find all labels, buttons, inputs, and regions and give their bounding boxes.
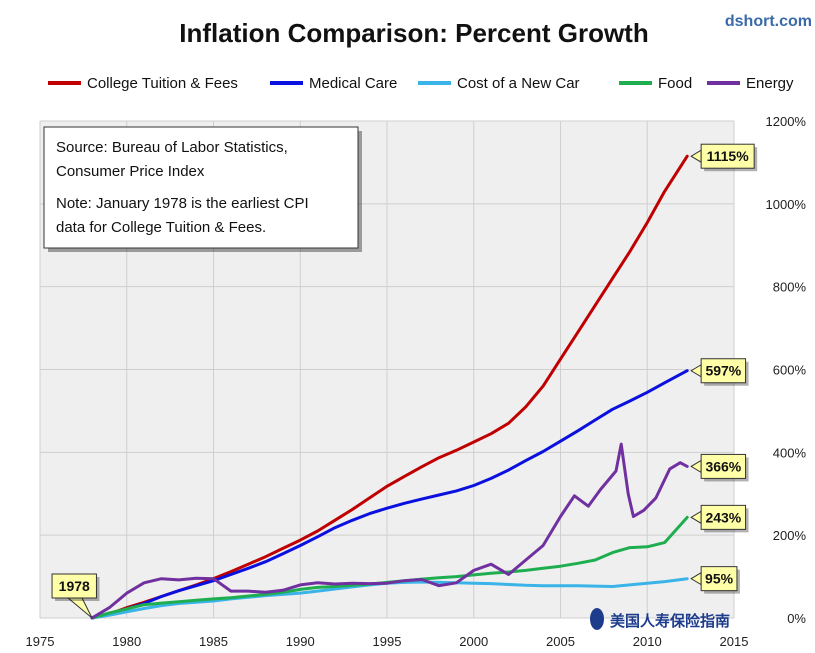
- x-tick-label: 1985: [199, 634, 228, 649]
- y-tick-label: 600%: [773, 363, 807, 378]
- callout-box: [700, 566, 738, 592]
- value-callouts: 1115% 597% 366% 243% 95% 1978: [51, 143, 758, 619]
- y-tick-label: 400%: [773, 445, 807, 460]
- y-tick-label: 1000%: [766, 197, 807, 212]
- note-line-2: Consumer Price Index: [56, 163, 205, 180]
- series-group: [90, 154, 689, 620]
- x-tick-label: 2015: [720, 634, 749, 649]
- callout-box: [700, 143, 755, 169]
- callout-box: [700, 453, 747, 479]
- x-tick-label: 1975: [26, 634, 55, 649]
- callout-box: [700, 504, 747, 530]
- callout-label: 243%: [705, 509, 741, 525]
- series-line: [90, 442, 689, 620]
- legend-entry: Energy: [746, 75, 794, 92]
- source-site-label: dshort.com: [725, 13, 812, 30]
- legend-entry: College Tuition & Fees: [87, 75, 238, 92]
- x-axis: 1975 1980 1985 1990 1995 2000 2005 2010 2015: [26, 634, 749, 649]
- callout-box: [51, 573, 97, 599]
- y-axis: 0% 200% 400% 600% 800% 1000% 1200%: [766, 114, 807, 626]
- x-tick-label: 2000: [459, 634, 488, 649]
- callout-label: 95%: [705, 571, 734, 587]
- series-line: [90, 369, 689, 620]
- note-line-1: Source: Bureau of Labor Statistics,: [56, 139, 288, 156]
- legend-entry: Food: [658, 75, 692, 92]
- x-tick-label: 1990: [286, 634, 315, 649]
- y-tick-label: 800%: [773, 280, 807, 295]
- x-tick-label: 1980: [112, 634, 141, 649]
- y-tick-label: 0%: [787, 611, 806, 626]
- callout-label: 366%: [705, 458, 741, 474]
- legend-entry: Cost of a New Car: [457, 75, 580, 92]
- chart-legend: College Tuition & Fees Medical Care Cost o…: [48, 75, 794, 92]
- note-line-4: data for College Tuition & Fees.: [56, 219, 266, 236]
- watermark: 美国人寿保险指南: [590, 608, 730, 630]
- x-tick-label: 1995: [373, 634, 402, 649]
- callout-box: [700, 358, 747, 384]
- legend-entry: Medical Care: [309, 75, 397, 92]
- chart-title: Inflation Comparison: Percent Growth: [179, 18, 648, 48]
- source-note-box: Source: Bureau of Labor Statistics, Cons…: [43, 126, 362, 252]
- y-tick-label: 200%: [773, 528, 807, 543]
- y-tick-label: 1200%: [766, 114, 807, 129]
- callout-label: 597%: [705, 363, 741, 379]
- callout-label: 1978: [59, 578, 90, 594]
- note-line-3: Note: January 1978 is the earliest CPI: [56, 195, 309, 212]
- callout-label: 1115%: [707, 148, 750, 164]
- x-tick-label: 2005: [546, 634, 575, 649]
- watermark-text: 美国人寿保险指南: [610, 612, 730, 630]
- x-tick-label: 2010: [633, 634, 662, 649]
